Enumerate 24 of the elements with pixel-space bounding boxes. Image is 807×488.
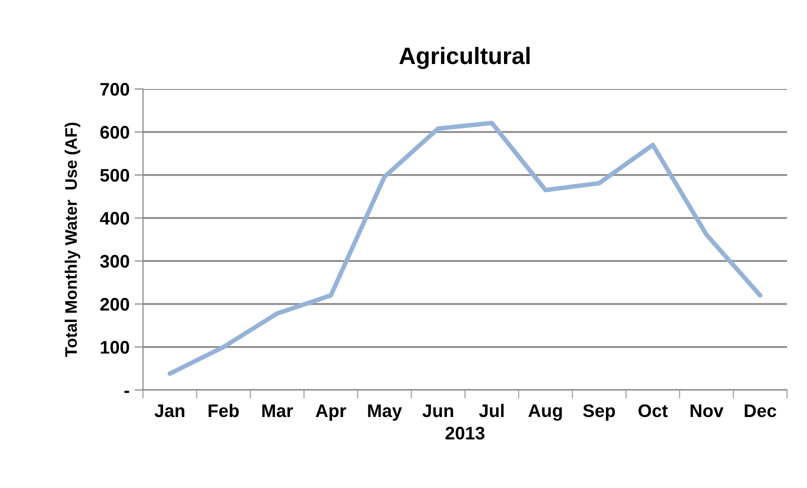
x-tick-label: Dec [744, 404, 776, 418]
y-tick-label: 500 [100, 168, 130, 182]
y-tick-label: 200 [100, 298, 130, 311]
x-tick-label: Apr [316, 404, 346, 421]
y-tick-label: 700 [100, 82, 130, 96]
x-tick-label: Mar [262, 404, 293, 418]
y-tick-label: 300 [100, 254, 130, 268]
line-series [168, 120, 762, 376]
chart-title: Agricultural [399, 46, 530, 70]
x-tick-label: Jun [422, 404, 454, 418]
x-tick-label: Feb [208, 404, 239, 418]
x-tick-label: Jan [154, 404, 184, 418]
y-tick-label: 600 [100, 126, 130, 139]
x-tick-label: Sep [583, 404, 615, 421]
x-axis-title: 2013 [446, 426, 484, 440]
y-axis-title: Total Monthly Water Use (AF) [64, 122, 80, 357]
x-tick-label: Nov [690, 404, 724, 418]
x-tick-label: Jul [479, 404, 504, 418]
y-tick-label: 400 [100, 212, 130, 225]
y-tick-label: - [124, 390, 130, 393]
x-tick-label: Aug [528, 404, 562, 421]
y-tick-label: 100 [100, 340, 130, 354]
x-tick-label: Oct [638, 404, 668, 418]
x-tick-label: May [368, 404, 402, 421]
